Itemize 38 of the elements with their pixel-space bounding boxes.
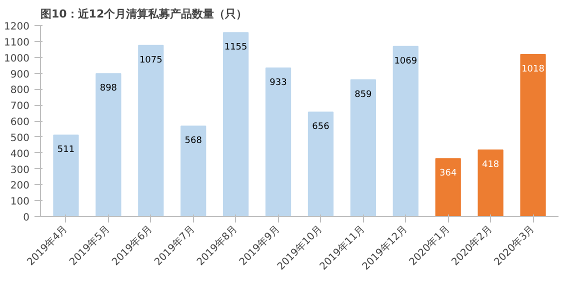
data-label: 1155 (224, 42, 248, 53)
y-tick-label: 500 (10, 132, 30, 144)
chart-title: 图10：近12个月清算私募产品数量（只） (40, 8, 248, 20)
bar (308, 112, 334, 216)
y-tick-label: 200 (10, 180, 30, 192)
bar (350, 79, 376, 216)
data-label: 1069 (394, 56, 418, 66)
y-tick-label: 1200 (4, 22, 30, 32)
y-tick-label: 0 (23, 212, 30, 224)
y-tick-label: 700 (10, 101, 30, 112)
bar (265, 67, 292, 216)
data-label: 418 (482, 160, 500, 170)
data-label: 859 (354, 90, 372, 100)
y-tick-label: 1100 (4, 37, 30, 48)
data-label: 898 (100, 84, 118, 94)
data-label: 1018 (522, 64, 545, 74)
data-label: 1075 (139, 55, 162, 66)
bar (53, 134, 79, 216)
bar (96, 73, 122, 216)
bar (435, 158, 461, 216)
data-label: 511 (57, 145, 75, 156)
y-tick-label: 400 (10, 148, 30, 160)
y-tick-label: 300 (10, 164, 30, 176)
y-tick-label: 600 (10, 117, 30, 128)
y-tick-label: 100 (10, 196, 30, 208)
bar (223, 32, 249, 216)
data-label: 364 (440, 168, 457, 179)
data-label: 656 (312, 122, 330, 132)
y-tick-label: 800 (10, 85, 30, 96)
data-label: 568 (184, 136, 202, 146)
data-label: 933 (270, 78, 287, 88)
bar (478, 149, 504, 216)
y-tick-label: 1000 (4, 53, 30, 64)
bar (138, 44, 164, 216)
y-tick-label: 900 (10, 69, 30, 80)
bar (180, 126, 206, 216)
bar (520, 54, 546, 216)
bar (392, 46, 418, 216)
